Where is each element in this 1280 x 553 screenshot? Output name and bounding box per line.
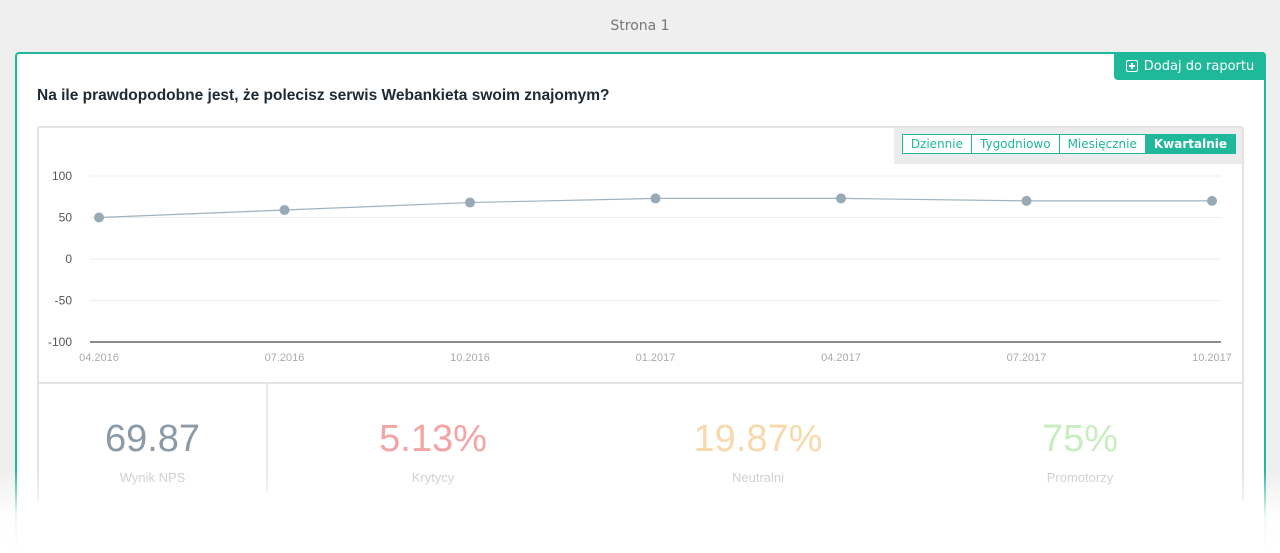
x-tick-label: 07.2016 (265, 352, 305, 364)
add-to-report-button[interactable]: Dodaj do raportu (1114, 52, 1266, 80)
x-tick-label: 10.2016 (450, 352, 490, 364)
stat-neutrals: 19.87% Neutralni (598, 382, 918, 492)
add-to-report-label: Dodaj do raportu (1143, 58, 1255, 74)
nps-score-value: 69.87 (104, 418, 201, 460)
chart-canvas: 100 50 0 -50 -100 04.2016 07.2016 10.2016 01.201… (48, 169, 1232, 364)
data-point (836, 193, 846, 204)
critics-label: Krytycy (411, 470, 455, 485)
y-tick-label: -50 (55, 294, 73, 308)
tab-weekly[interactable]: Tygodniowo (971, 134, 1059, 154)
x-tick-label: 01.2017 (636, 352, 676, 364)
stat-nps-score: 69.87 Wynik NPS (39, 382, 268, 492)
promoters-label: Promotorzy (1046, 470, 1114, 485)
x-tick-label: 10.2017 (1192, 352, 1232, 364)
y-tick-label: 100 (52, 169, 72, 183)
critics-value: 5.13% (379, 418, 487, 460)
nps-chart: 100 50 0 -50 -100 04.2016 07.2016 10.2016 01.201… (37, 126, 1244, 384)
question-title: Na ile prawdopodobne jest, że polecisz s… (37, 87, 610, 104)
x-tick-label: 04.2017 (821, 352, 861, 364)
promoters-value: 75% (1041, 418, 1119, 460)
stat-critics: 5.13% Krytycy (268, 382, 598, 492)
question-card: Dodaj do raportu Na ile prawdopodobne je… (15, 52, 1266, 553)
y-tick-label: 50 (59, 211, 73, 225)
data-point (94, 212, 104, 223)
nps-score-label: Wynik NPS (119, 470, 186, 485)
plus-square-icon (1125, 60, 1138, 72)
x-tick-label: 07.2017 (1007, 352, 1047, 364)
tab-quarterly[interactable]: Kwartalnie (1144, 134, 1236, 154)
data-point (465, 197, 475, 208)
tab-daily[interactable]: Dziennie (901, 134, 971, 154)
tab-monthly[interactable]: Miesięcznie (1058, 134, 1145, 154)
neutrals-label: Neutralni (731, 470, 785, 485)
stat-promoters: 75% Promotorzy (918, 382, 1242, 492)
data-point (650, 193, 661, 204)
x-tick-label: 04.2016 (79, 352, 119, 364)
page-label: Strona 1 (610, 18, 670, 34)
y-tick-label: 0 (65, 252, 72, 266)
data-point (1207, 195, 1217, 206)
neutrals-value: 19.87% (693, 418, 823, 460)
data-point (279, 205, 290, 216)
nps-stats: 69.87 Wynik NPS 5.13% Krytycy 19.87% Neu… (37, 382, 1244, 502)
period-tabs: Dziennie Tygodniowo Miesięcznie Kwartaln… (893, 128, 1242, 164)
y-tick-label: -100 (48, 335, 72, 349)
data-point (1021, 195, 1032, 206)
